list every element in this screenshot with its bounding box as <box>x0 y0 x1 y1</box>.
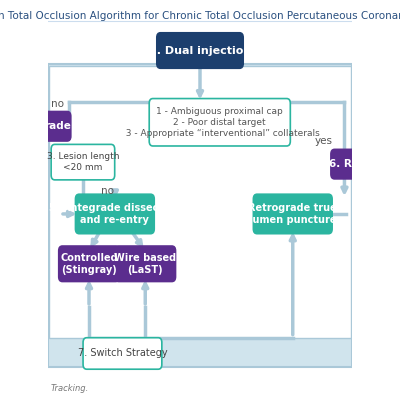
FancyBboxPatch shape <box>44 112 71 141</box>
Text: rade: rade <box>44 121 71 131</box>
FancyBboxPatch shape <box>48 64 352 368</box>
Text: 1. Dual injection: 1. Dual injection <box>149 46 251 56</box>
FancyBboxPatch shape <box>157 33 243 68</box>
Text: no: no <box>51 99 64 109</box>
Text: yes: yes <box>314 136 332 146</box>
Text: 3. Lesion length
<20 mm: 3. Lesion length <20 mm <box>47 152 119 172</box>
Text: 5. Antegrade dissection
and re-entry: 5. Antegrade dissection and re-entry <box>49 203 180 225</box>
Text: no: no <box>101 186 114 196</box>
FancyBboxPatch shape <box>76 194 154 234</box>
FancyBboxPatch shape <box>331 149 358 179</box>
Text: Retrograde true
lumen puncture: Retrograde true lumen puncture <box>248 203 337 225</box>
FancyBboxPatch shape <box>59 246 119 282</box>
Text: n Total Occlusion Algorithm for Chronic Total Occlusion Percutaneous Coronar: n Total Occlusion Algorithm for Chronic … <box>0 11 400 21</box>
Text: Tracking.: Tracking. <box>51 384 89 393</box>
Text: Wire based
(LaST): Wire based (LaST) <box>114 252 176 275</box>
FancyBboxPatch shape <box>149 98 290 146</box>
FancyBboxPatch shape <box>115 246 176 282</box>
FancyBboxPatch shape <box>50 66 350 338</box>
FancyBboxPatch shape <box>51 144 115 180</box>
Text: Controlled
(Stingray): Controlled (Stingray) <box>60 252 118 275</box>
Text: 1 - Ambiguous proximal cap
2 - Poor distal target
  3 - Appropriate “interventio: 1 - Ambiguous proximal cap 2 - Poor dist… <box>120 107 320 138</box>
FancyBboxPatch shape <box>253 194 332 234</box>
FancyBboxPatch shape <box>83 338 162 369</box>
Text: 6. Re: 6. Re <box>330 159 360 169</box>
Text: 7. Switch Strategy: 7. Switch Strategy <box>78 348 167 358</box>
